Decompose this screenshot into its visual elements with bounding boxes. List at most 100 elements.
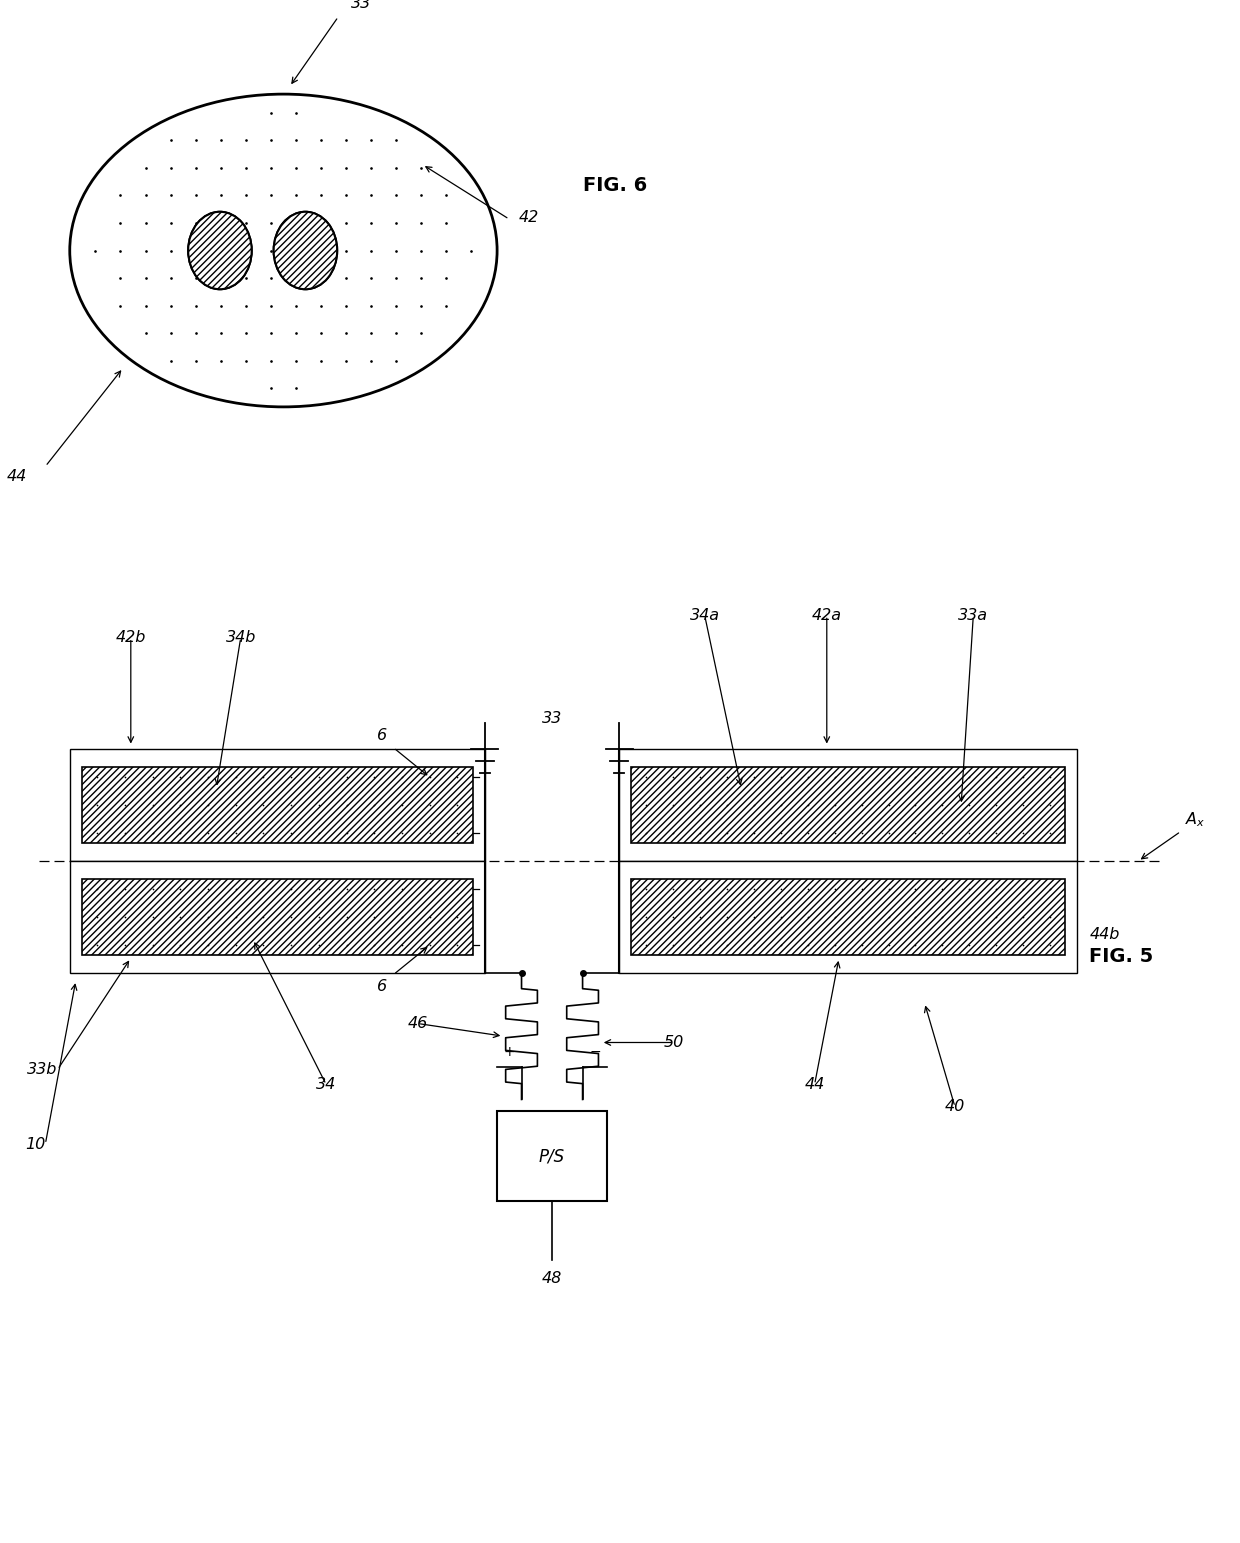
Point xyxy=(1040,932,1060,957)
Point xyxy=(281,932,301,957)
Point xyxy=(879,876,899,901)
Point xyxy=(879,932,899,957)
Bar xyxy=(82,767,472,844)
Point xyxy=(253,765,273,790)
Point xyxy=(691,876,711,901)
Point xyxy=(636,932,656,957)
Point xyxy=(771,765,791,790)
Point xyxy=(365,821,384,846)
Point xyxy=(663,765,683,790)
Point xyxy=(171,765,191,790)
Point xyxy=(115,821,135,846)
Text: FIG. 5: FIG. 5 xyxy=(1089,947,1153,966)
Point xyxy=(253,876,273,901)
Point xyxy=(309,876,329,901)
Bar xyxy=(619,861,1078,972)
Text: 34a: 34a xyxy=(689,608,719,623)
Point xyxy=(960,932,980,957)
Point xyxy=(986,876,1006,901)
Point xyxy=(879,904,899,929)
Text: 48: 48 xyxy=(542,1270,562,1285)
Point xyxy=(717,765,737,790)
Text: 10: 10 xyxy=(25,1137,46,1151)
Point xyxy=(392,904,412,929)
Point xyxy=(717,932,737,957)
Point xyxy=(198,765,218,790)
Point xyxy=(905,932,925,957)
Point xyxy=(691,932,711,957)
Point xyxy=(797,876,817,901)
Point xyxy=(448,904,467,929)
Point xyxy=(419,904,439,929)
Point xyxy=(852,765,872,790)
Point xyxy=(88,876,108,901)
Point xyxy=(365,904,384,929)
Point xyxy=(392,932,412,957)
Point xyxy=(1040,876,1060,901)
Point xyxy=(448,932,467,957)
Point xyxy=(143,876,162,901)
Text: 44: 44 xyxy=(805,1077,825,1092)
Point xyxy=(932,765,952,790)
Point xyxy=(691,765,711,790)
Point xyxy=(744,765,764,790)
Point xyxy=(1040,765,1060,790)
Point xyxy=(309,765,329,790)
Bar xyxy=(69,861,485,972)
Point xyxy=(636,821,656,846)
Point xyxy=(663,876,683,901)
Point xyxy=(392,765,412,790)
Point xyxy=(825,765,844,790)
Point xyxy=(879,793,899,818)
Point xyxy=(960,793,980,818)
Point xyxy=(744,821,764,846)
Point xyxy=(825,932,844,957)
Text: P/S: P/S xyxy=(539,1146,565,1165)
Ellipse shape xyxy=(274,211,337,289)
Text: 33a: 33a xyxy=(959,608,988,623)
Point xyxy=(198,876,218,901)
Point xyxy=(448,793,467,818)
Point xyxy=(281,876,301,901)
Text: $A_x$: $A_x$ xyxy=(1184,810,1205,829)
Point xyxy=(336,793,356,818)
Point xyxy=(852,821,872,846)
Point xyxy=(986,765,1006,790)
Point xyxy=(115,876,135,901)
Point xyxy=(253,821,273,846)
Point xyxy=(88,932,108,957)
Point xyxy=(419,793,439,818)
Point xyxy=(905,793,925,818)
Bar xyxy=(631,767,1065,844)
Point xyxy=(636,765,656,790)
Point xyxy=(226,821,246,846)
Point xyxy=(960,876,980,901)
Point xyxy=(115,793,135,818)
Point xyxy=(281,821,301,846)
Point xyxy=(879,765,899,790)
Text: 50: 50 xyxy=(665,1035,684,1049)
Point xyxy=(143,932,162,957)
Point xyxy=(905,904,925,929)
Point xyxy=(986,793,1006,818)
Point xyxy=(1013,932,1033,957)
Point xyxy=(717,821,737,846)
Point xyxy=(143,821,162,846)
Text: +: + xyxy=(503,1045,515,1058)
Point xyxy=(448,765,467,790)
Point xyxy=(448,876,467,901)
Point xyxy=(1040,904,1060,929)
Point xyxy=(797,904,817,929)
Point xyxy=(419,932,439,957)
Point xyxy=(253,793,273,818)
Point xyxy=(448,821,467,846)
Ellipse shape xyxy=(69,94,497,407)
Point xyxy=(771,876,791,901)
Text: 6: 6 xyxy=(377,980,387,994)
Text: 44: 44 xyxy=(6,469,27,485)
Point xyxy=(392,876,412,901)
Point xyxy=(115,765,135,790)
Text: −: − xyxy=(589,1045,601,1058)
Point xyxy=(226,904,246,929)
Point xyxy=(281,904,301,929)
